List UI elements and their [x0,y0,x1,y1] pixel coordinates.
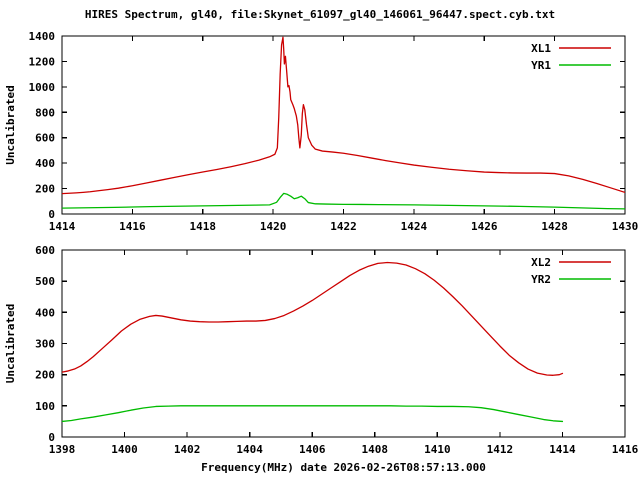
x-tick-label-bottom: 1408 [362,443,389,456]
y-tick-label-top: 800 [35,106,55,119]
y-tick-label-bottom: 0 [48,431,55,444]
x-tick-label-bottom: 1416 [612,443,639,456]
y-tick-label-top: 1400 [29,30,56,43]
x-tick-label-top: 1428 [541,220,568,233]
page-title: HIRES Spectrum, gl40, file:Skynet_61097_… [84,8,556,21]
x-tick-label-top: 1426 [471,220,498,233]
series-line-yr2 [62,405,564,423]
x-tick-label-top: 1424 [401,220,428,233]
series-line-yr1 [62,192,625,210]
x-axis-title: Frequency(MHz) date 2026-02-26T08:57:13.… [201,461,486,474]
x-tick-label-top: 1430 [612,220,639,233]
chart-panel-top: 1414 1416 1418 1420 1422 1424 1426 1428 1430 0 200… [4,30,638,233]
series-line-xl1 [62,36,625,195]
legend-label-yr1: YR1 [531,59,551,72]
x-tick-label-bottom: 1412 [487,443,514,456]
x-tick-label-bottom: 1398 [49,443,76,456]
legend-label-xl1: XL1 [531,42,551,55]
chart-panel-bottom: 1398 1400 1402 1404 1406 1408 1410 1412 1414 1416… [4,244,639,474]
x-tick-label-top: 1414 [49,220,76,233]
y-tick-label-top: 600 [35,132,55,145]
y-tick-label-bottom: 100 [35,400,55,413]
plot-frame-top [61,35,626,215]
y-tick-label-bottom: 200 [35,369,55,382]
x-tick-label-bottom: 1414 [549,443,576,456]
y-tick-label-top: 0 [48,208,55,221]
legend-label-yr2: YR2 [531,273,551,286]
x-tick-label-top: 1416 [119,220,146,233]
y-axis-title-bottom: Uncalibrated [4,304,17,383]
x-tick-label-top: 1422 [330,220,357,233]
x-tick-label-bottom: 1402 [174,443,201,456]
y-tick-label-top: 400 [35,157,55,170]
y-tick-label-bottom: 400 [35,306,55,319]
y-tick-label-bottom: 600 [35,244,55,257]
x-tick-label-bottom: 1404 [236,443,263,456]
y-tick-label-bottom: 300 [35,338,55,351]
y-tick-label-top: 1000 [29,81,56,94]
x-tick-label-top: 1420 [260,220,287,233]
y-tick-label-top: 200 [35,183,55,196]
y-axis-title-top: Uncalibrated [4,85,17,164]
legend-label-xl2: XL2 [531,256,551,269]
x-tick-label-bottom: 1400 [111,443,138,456]
x-tick-label-top: 1418 [190,220,217,233]
x-tick-label-bottom: 1410 [424,443,451,456]
x-tick-label-bottom: 1406 [299,443,326,456]
series-line-xl2 [62,261,564,376]
y-tick-label-top: 1200 [29,55,56,68]
y-tick-label-bottom: 500 [35,275,55,288]
